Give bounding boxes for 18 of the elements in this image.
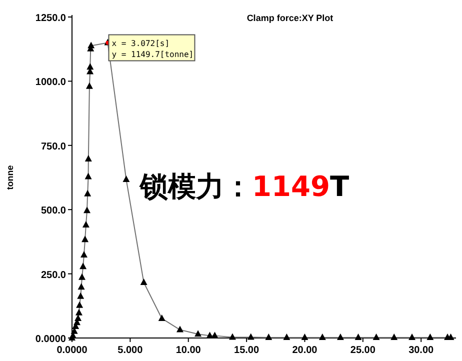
y-tick-label: 0.0000 — [35, 334, 66, 345]
y-axis-title: tonne — [5, 165, 15, 190]
x-tick-label: 25.00 — [350, 345, 376, 356]
x-tick-label: 0.0000 — [56, 345, 88, 356]
y-tick-label: 500.0 — [40, 206, 66, 217]
y-tick-label: 1000.0 — [35, 77, 66, 88]
y-tick-label: 250.0 — [40, 270, 66, 281]
y-tick-label: 1250.0 — [35, 13, 66, 24]
annotation: x = 3.072[s] y = 1149.7[tonne] — [112, 38, 194, 59]
x-tick-label: 30.00 — [408, 345, 434, 356]
x-tick-label: 15.00 — [234, 345, 260, 356]
annotation: 锁模力：1149T — [140, 170, 350, 203]
x-tick-label: 5.000 — [118, 345, 144, 356]
annotation: x = 3.072[s] y = 1149.7[tonne] — [106, 34, 196, 62]
x-tick-label: 20.00 — [292, 345, 318, 356]
y-tick-label: 750.0 — [40, 141, 66, 152]
chart-title: Clamp force:XY Plot — [246, 13, 334, 23]
x-tick-label: 10.00 — [176, 345, 202, 356]
